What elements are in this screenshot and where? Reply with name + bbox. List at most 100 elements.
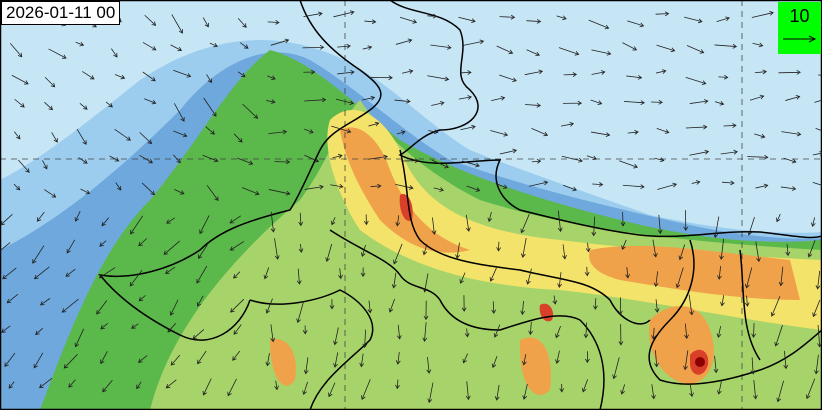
wind-arrow [74, 328, 85, 348]
wind-arrow [458, 16, 476, 23]
wind-arrow [170, 354, 181, 366]
wind-arrow [101, 217, 110, 227]
wind-arrow [206, 74, 212, 84]
wind-arrow [805, 378, 816, 400]
wind-arrow [396, 324, 402, 340]
wind-arrow [138, 295, 146, 302]
wind-arrow [233, 133, 243, 143]
wind-arrow [531, 128, 549, 137]
wind-arrow [654, 299, 660, 313]
wind-arrow [526, 18, 542, 24]
field-shading [0, 40, 822, 410]
wind-arrow [717, 380, 722, 395]
wind-arrow [209, 42, 218, 48]
wind-arrow [303, 11, 323, 18]
wind-arrow [555, 325, 561, 339]
wind-arrow [585, 242, 591, 253]
wind-arrow [461, 160, 480, 168]
wind-arrow [491, 301, 497, 315]
wind-arrow [654, 350, 659, 368]
wind-arrow [394, 98, 411, 104]
wind-arrow [274, 159, 291, 165]
wind-arrow [778, 69, 801, 75]
wind-arrow [719, 238, 725, 260]
wind-arrow [491, 356, 498, 369]
wind-arrow [490, 130, 509, 137]
wind-arrow [51, 132, 58, 143]
wind-arrow [499, 148, 518, 155]
wind-arrow [11, 74, 29, 85]
wind-arrow [302, 325, 308, 335]
wind-arrow [330, 183, 344, 189]
wind-arrow [396, 130, 406, 135]
wind-arrow [39, 377, 53, 389]
wind-arrow [233, 324, 242, 335]
wind-arrow [303, 357, 309, 375]
wind-arrow [627, 129, 639, 135]
wind-arrow [683, 210, 689, 232]
wind-arrow [465, 214, 471, 232]
wind-arrow [520, 238, 527, 258]
wind-arrow [14, 98, 25, 108]
wind-arrow [102, 379, 113, 393]
wind-arrow [563, 72, 578, 77]
wind-arrow [464, 328, 470, 338]
wind-arrow [747, 154, 769, 160]
wind-arrow [370, 75, 393, 81]
wind-arrow [267, 19, 280, 25]
wind-arrow [395, 352, 401, 365]
wind-arrow [13, 183, 21, 191]
wind-arrow [526, 268, 532, 285]
wind-arrow [333, 352, 339, 368]
wind-arrow [496, 45, 514, 55]
wind-arrow [362, 329, 368, 349]
wind-arrow [61, 298, 79, 313]
wind-arrow [430, 44, 452, 50]
wind-arrow [263, 267, 270, 280]
wind-arrow [814, 99, 822, 103]
wind-arrow [780, 186, 797, 191]
wind-arrow [370, 183, 382, 189]
wind-arrow [0, 214, 13, 226]
wind-arrow [363, 214, 369, 226]
wind-arrow [304, 184, 324, 190]
wind-arrow [656, 127, 670, 134]
wind-arrow [522, 383, 528, 400]
wind-arrow [138, 238, 148, 247]
wind-arrow [489, 267, 497, 282]
wind-arrow [720, 295, 725, 307]
wind-arrow [431, 159, 449, 169]
wind-arrow [427, 13, 438, 19]
wind-arrow [401, 158, 420, 164]
wind-arrow [99, 240, 107, 247]
wind-arrow [657, 182, 678, 190]
wind-arrow [266, 99, 276, 104]
wind-arrow [129, 270, 143, 287]
wind-arrow [496, 241, 502, 252]
wind-arrow [114, 74, 126, 80]
wind-arrow [422, 243, 428, 256]
wind-arrow [618, 324, 624, 346]
wind-arrow [202, 17, 209, 28]
wind-arrow [230, 298, 245, 313]
wind-arrow [130, 215, 144, 235]
wind-arrow [555, 350, 560, 364]
wind-arrow [395, 379, 400, 390]
wind-arrow [100, 323, 109, 330]
wind-arrow [100, 351, 108, 365]
wind-arrow [460, 70, 472, 75]
wind-arrow [494, 384, 500, 401]
wind-arrow [173, 154, 181, 164]
wind-arrow [552, 295, 558, 305]
wind-arrow [590, 131, 611, 138]
wind-arrow [583, 322, 589, 339]
wind-arrow [691, 180, 701, 185]
wind-arrow [105, 101, 113, 108]
wind-arrow [499, 74, 517, 83]
wind-arrow [227, 378, 237, 397]
wind-arrow [76, 128, 87, 145]
wind-arrow [197, 350, 207, 365]
wind-arrow [776, 213, 781, 223]
wind-arrow [109, 155, 120, 162]
